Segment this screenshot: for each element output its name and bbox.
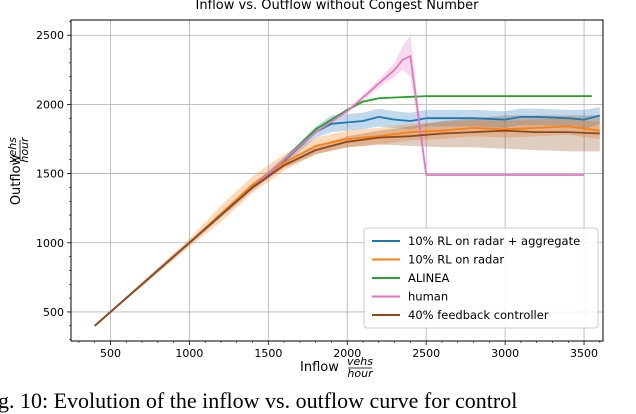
legend: 10% RL on radar + aggregate 10% RL on rad… (363, 227, 599, 329)
y-axis-title: Outflow vehs hour (6, 136, 31, 205)
x-tick-label: 1500 (254, 347, 282, 360)
x-axis-unit-num: vehs (347, 355, 373, 368)
x-tick-label: 3000 (491, 347, 519, 360)
x-tick-label: 2500 (412, 347, 440, 360)
chart-title: Inflow vs. Outflow without Congest Numbe… (196, 0, 480, 13)
y-tick-label: 1000 (36, 237, 64, 250)
x-tick-label: 1000 (175, 347, 203, 360)
x-axis-unit-den: hour (347, 367, 374, 380)
x-axis-title: Inflow vehs hour (300, 355, 374, 380)
chart: Inflow vs. Outflow without Congest Numbe… (6, 0, 604, 380)
legend-label: 10% RL on radar (408, 253, 504, 267)
plot-frame (70, 19, 604, 342)
y-axis-unit-den: hour (18, 136, 31, 163)
legend-label: 10% RL on radar + aggregate (408, 234, 580, 248)
series-line-40-feedback-controller (94, 129, 600, 327)
x-tick-label: 500 (100, 347, 121, 360)
svg-text:Outflow: Outflow (9, 154, 24, 205)
legend-label: ALINEA (408, 271, 450, 285)
y-tick-label: 500 (43, 306, 64, 319)
y-tick-label: 1500 (36, 168, 64, 181)
y-axis-label: Outflow (9, 154, 24, 205)
x-axis-label: Inflow (300, 360, 339, 375)
y-tick-label: 2500 (36, 29, 64, 42)
figure-caption: g. 10: Evolution of the inflow vs. outfl… (0, 388, 518, 413)
band-40-feedback-controller (94, 115, 600, 327)
legend-label: 40% feedback controller (408, 308, 549, 322)
legend-label: human (408, 290, 448, 304)
x-tick-label: 3500 (570, 347, 598, 360)
y-tick-label: 2000 (36, 98, 64, 111)
x-tick-label: 2000 (333, 347, 361, 360)
y-axis-unit-num: vehs (6, 137, 19, 163)
